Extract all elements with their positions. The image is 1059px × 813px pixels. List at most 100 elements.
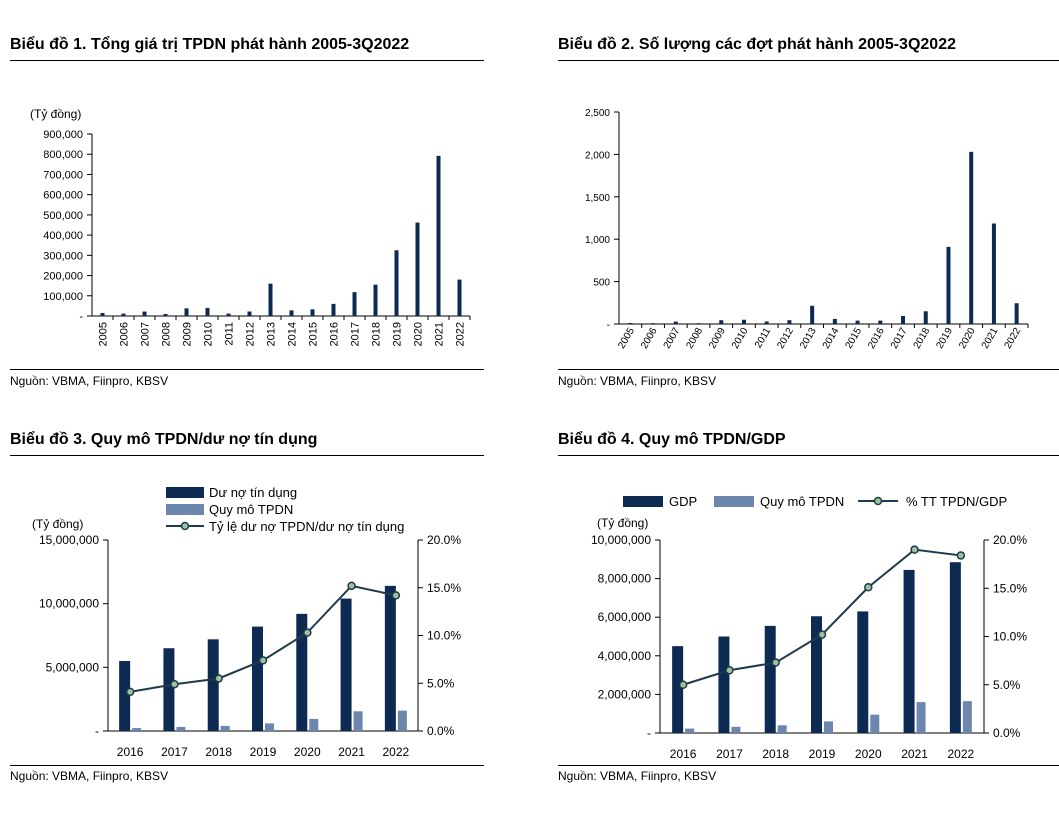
chart3-legend-swatch-ratio-marker xyxy=(180,521,190,531)
chart2-y-tick-label: - xyxy=(607,320,610,331)
chart1-x-tick-label: 2021 xyxy=(434,322,446,346)
chart2-x-tick-label: 2016 xyxy=(866,326,887,351)
chart2-y-tick-label: 1,500 xyxy=(585,193,610,204)
chart1-y-tick-label: 100,000 xyxy=(43,291,83,303)
chart3-bar-quy-mo xyxy=(132,728,142,731)
chart1-bar xyxy=(331,303,336,316)
chart2-bar xyxy=(923,311,928,324)
chart3-ratio-point xyxy=(303,628,312,637)
chart2-x-tick-label: 2018 xyxy=(912,326,933,351)
chart3-bar-du-no xyxy=(296,613,308,731)
chart1-y-tick-label: 800,000 xyxy=(43,149,83,161)
chart3-y-axis-title: (Tỷ đồng) xyxy=(32,517,83,531)
chart3-bar-du-no xyxy=(119,660,131,731)
chart1-bar xyxy=(415,222,420,316)
chart3-legend-label: Tỷ lệ dư nợ TPDN/dư nợ tín dụng xyxy=(209,519,404,534)
chart4-bar-gdp xyxy=(764,625,776,733)
chart4-bar-gdp xyxy=(903,569,915,733)
chart4-source: Nguồn: VBMA, Fiinpro, KBSV xyxy=(558,769,717,783)
chart3-ratio-point xyxy=(170,679,179,689)
chart4-y2-tick-label: 0.0% xyxy=(993,726,1021,740)
chart3-bar-quy-mo xyxy=(220,725,230,731)
chart1-x-tick-label: 2011 xyxy=(224,322,236,346)
chart2-bar xyxy=(991,223,996,324)
chart4-ratio-point xyxy=(864,583,873,592)
chart2-x-tick-label: 2019 xyxy=(934,326,955,351)
chart4-ratio-point xyxy=(771,658,780,667)
chart3-bar-quy-mo xyxy=(265,723,274,731)
chart4-x-tick-label: 2021 xyxy=(901,747,928,761)
chart3-bar-quy-mo xyxy=(309,718,319,731)
chart4-bar-quy-mo xyxy=(870,714,880,733)
chart1-bar xyxy=(436,155,441,316)
chart4-ratio-point xyxy=(817,630,827,639)
chart3-y2-tick-label: 5.0% xyxy=(427,676,455,690)
chart1-y-tick-label: 700,000 xyxy=(43,169,83,181)
chart4-bar-gdp xyxy=(857,611,869,733)
chart1-x-tick-label: 2018 xyxy=(371,322,383,346)
chart1-title-rule xyxy=(10,60,484,61)
chart1-x-tick-label: 2012 xyxy=(245,322,257,346)
chart3-ratio-point xyxy=(125,687,135,697)
chart4-bar-gdp xyxy=(718,636,730,733)
chart4-y2-tick-label: 15.0% xyxy=(993,581,1027,595)
chart2-x-tick-label: 2011 xyxy=(753,326,773,351)
chart2-bar xyxy=(741,319,746,324)
chart4-ratio-point xyxy=(910,545,919,554)
chart2-bar xyxy=(878,320,883,324)
chart3-x-tick-label: 2018 xyxy=(205,745,232,759)
chart3-legend-label: Dư nợ tín dụng xyxy=(209,485,297,500)
chart2-source: Nguồn: VBMA, Fiinpro, KBSV xyxy=(558,374,717,388)
chart1-y-tick-label: 500,000 xyxy=(43,210,83,222)
chart3-source-rule xyxy=(10,765,484,766)
chart1-x-tick-label: 2019 xyxy=(392,322,404,346)
chart2-bar xyxy=(969,151,974,324)
chart1-bar xyxy=(289,310,294,316)
chart4-bar-quy-mo xyxy=(777,725,787,733)
chart3-bar-du-no xyxy=(163,648,175,731)
chart4-ratio-point xyxy=(678,680,688,689)
chart3-y2-tick-label: 15.0% xyxy=(427,581,461,595)
chart1-x-tick-label: 2014 xyxy=(287,322,299,346)
chart1-x-tick-label: 2006 xyxy=(119,322,131,346)
chart4-legend-label: % TT TPDN/GDP xyxy=(906,494,1007,509)
chart2-x-tick-label: 2022 xyxy=(1003,326,1024,351)
chart2-bar xyxy=(651,323,656,324)
chart4-y-tick-label: 4,000,000 xyxy=(598,649,652,663)
chart3-y2-tick-label: 10.0% xyxy=(427,629,461,643)
chart4-y-tick-label: - xyxy=(647,726,651,740)
chart4-bar-quy-mo xyxy=(731,726,741,733)
chart1-x-tick-label: 2017 xyxy=(350,322,362,346)
chart1-bar xyxy=(352,292,357,316)
chart3-title: Biểu đồ 3. Quy mô TPDN/dư nợ tín dụng xyxy=(10,431,318,448)
chart1-x-tick-label: 2005 xyxy=(98,322,110,346)
chart3-y2-tick-label: 0.0% xyxy=(427,724,455,738)
chart3-x-tick-label: 2019 xyxy=(250,745,277,759)
chart1-source-rule xyxy=(10,369,484,370)
chart4-ratio-point xyxy=(956,551,966,560)
chart4-legend-label: Quy mô TPDN xyxy=(760,494,844,509)
chart4-bar-quy-mo xyxy=(824,721,833,733)
chart1-y-tick-label: - xyxy=(79,311,83,323)
chart1-y-tick-label: 900,000 xyxy=(43,129,83,141)
chart2-x-tick-label: 2014 xyxy=(821,326,842,351)
chart3-ratio-point xyxy=(391,591,401,600)
chart4-y2-tick-label: 20.0% xyxy=(993,533,1027,547)
chart4-title-rule xyxy=(558,455,1059,456)
chart4-bar-gdp xyxy=(949,562,961,733)
chart2-y-tick-label: 500 xyxy=(593,278,610,289)
chart2-x-tick-label: 2020 xyxy=(957,326,978,351)
chart4-y-axis-title: (Tỷ đồng) xyxy=(597,516,648,530)
chart2-source-rule xyxy=(558,369,1059,370)
chart2-bar xyxy=(810,305,815,324)
chart1-x-tick-label: 2016 xyxy=(329,322,341,346)
chart4-legend-swatch-ratio-marker xyxy=(873,496,883,506)
chart2-x-tick-label: 2017 xyxy=(889,326,910,351)
chart1-bar xyxy=(457,279,462,316)
chart1-bar xyxy=(163,313,168,316)
chart1-x-tick-label: 2007 xyxy=(140,322,152,346)
chart1-bar xyxy=(142,311,147,316)
chart2-bar xyxy=(673,321,678,324)
chart1-source: Nguồn: VBMA, Fiinpro, KBSV xyxy=(10,374,169,388)
